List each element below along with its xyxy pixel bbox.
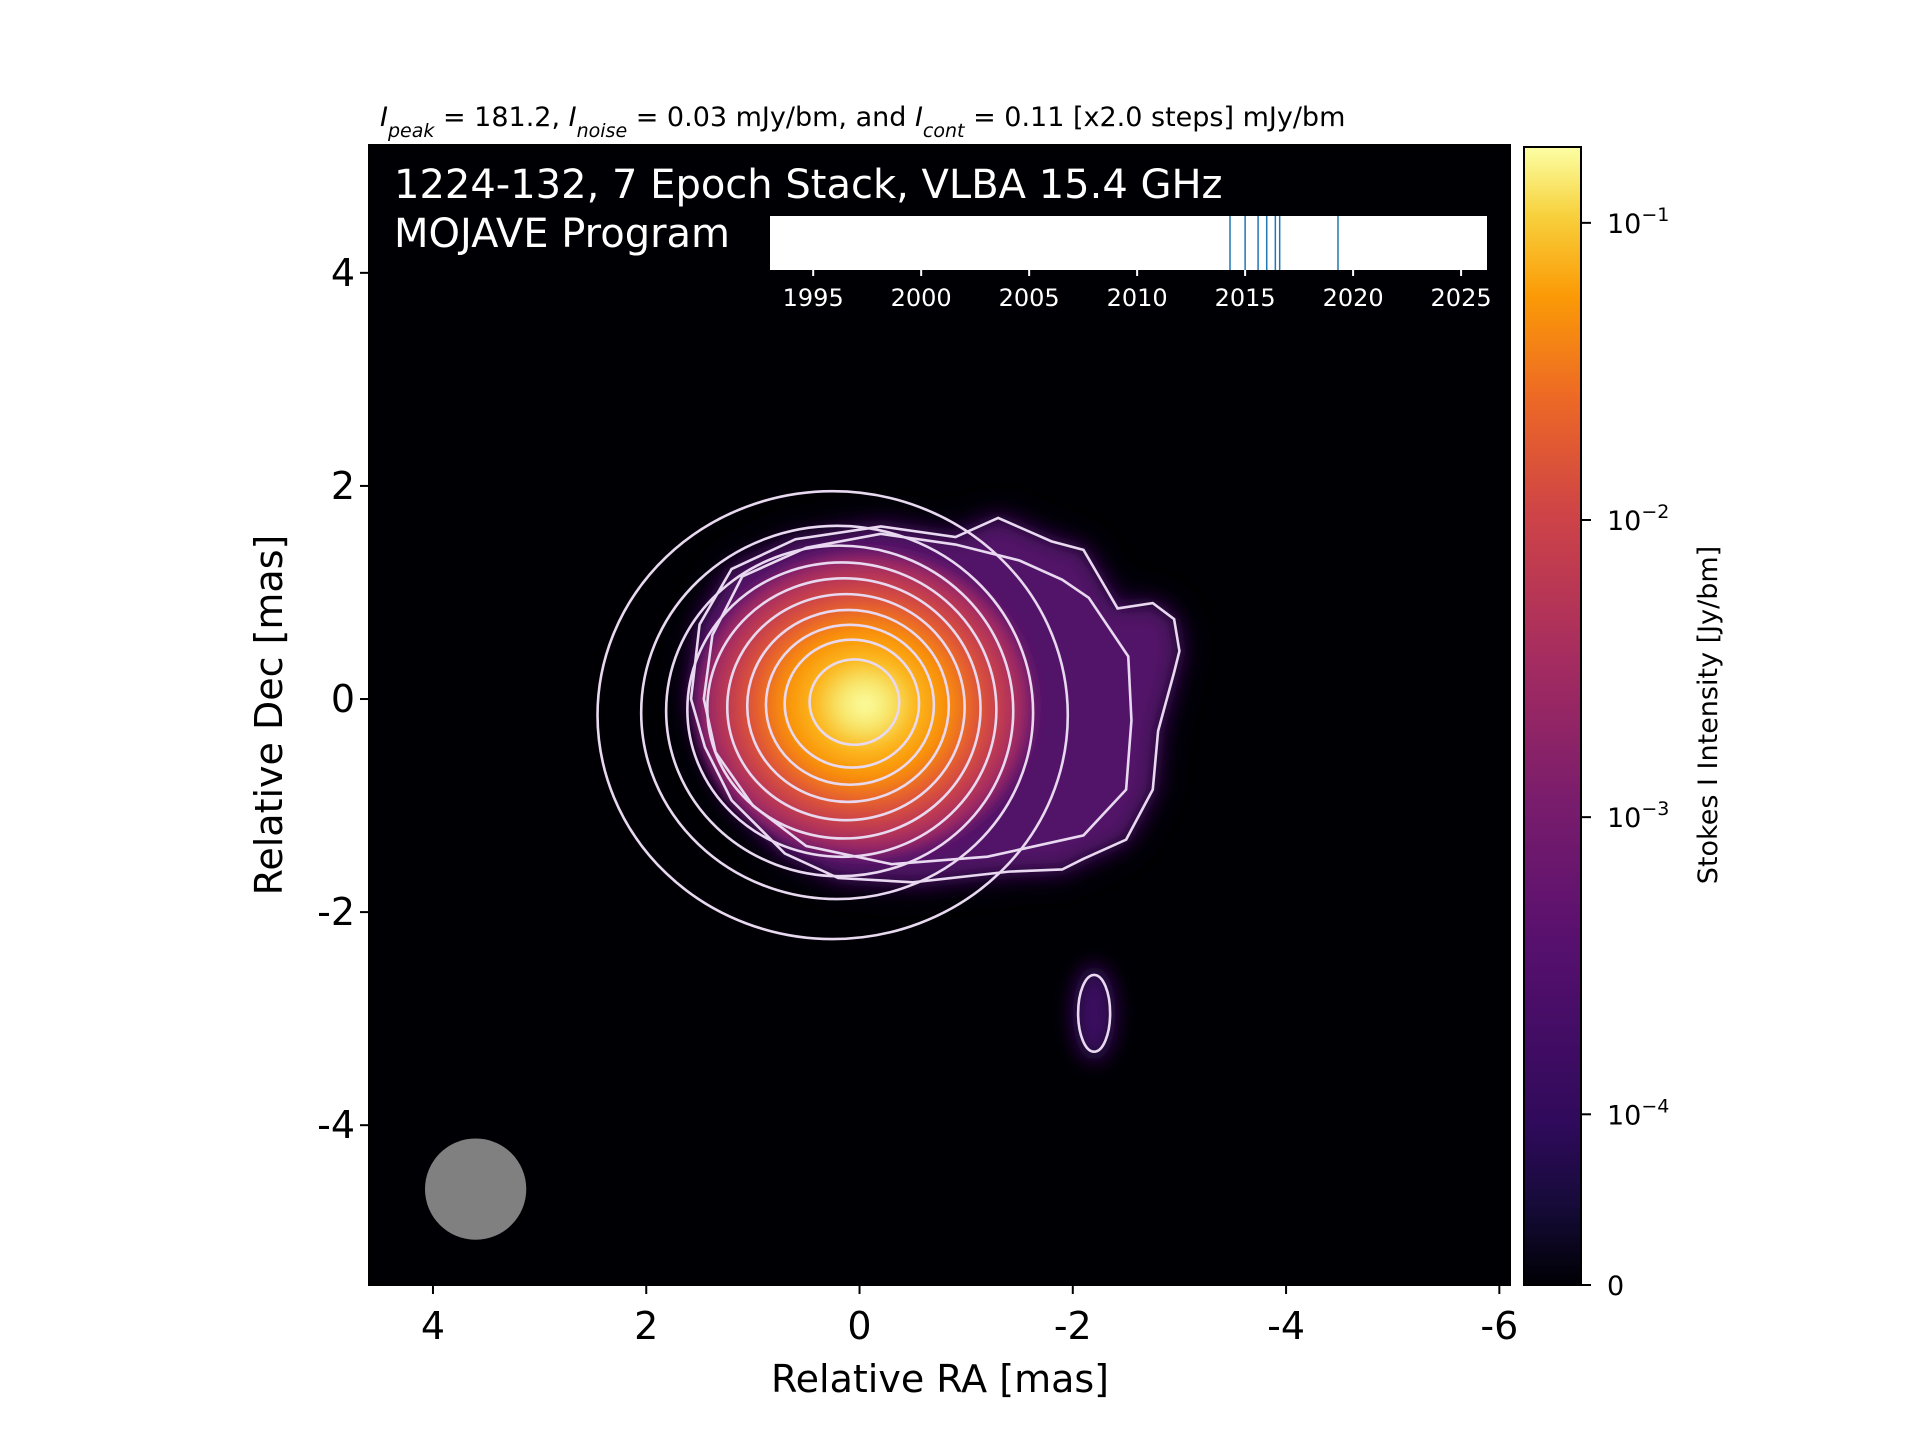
image-axes: 1224-132, 7 Epoch Stack, VLBA 15.4 GHzMO…	[247, 144, 1518, 1401]
annotation-line-0: 1224-132, 7 Epoch Stack, VLBA 15.4 GHz	[394, 162, 1223, 208]
x-axis-label: Relative RA [mas]	[771, 1357, 1109, 1401]
colorbar-tick-exp-2: −3	[1641, 798, 1669, 820]
y-tick-label-0: 4	[331, 251, 355, 295]
y-tick-label-1: 2	[331, 464, 355, 508]
timeline-tick-label-1: 2000	[891, 284, 952, 312]
colorbar-tick-exp-1: −4	[1641, 1095, 1669, 1117]
colorbar-tick-base-2: 10	[1607, 803, 1641, 834]
contour-isolated	[1076, 973, 1112, 1054]
annotation-line-1: MOJAVE Program	[394, 211, 730, 257]
timeline-tick-label-5: 2020	[1323, 284, 1384, 312]
colorbar-tick-label-0: 0	[1607, 1271, 1624, 1302]
y-tick-label-2: 0	[331, 677, 355, 721]
contour-level-5	[725, 592, 966, 822]
x-tick-label-5: -6	[1480, 1304, 1518, 1348]
contour-level-9	[808, 658, 901, 747]
contour-outer	[689, 516, 1181, 884]
title-part-8: = 0.11 [x2.0 steps] mJy/bm	[964, 102, 1345, 133]
x-axis: 4 2 0 -2 -4 -6	[421, 1285, 1518, 1348]
colorbar-tick-exp-3: −2	[1641, 501, 1669, 523]
contour-level-2	[664, 544, 1015, 878]
title-part-4: noise	[577, 120, 628, 142]
y-axis: 4 2 0 -2 -4	[317, 251, 369, 1147]
colorbar-tick-exp-4: −1	[1641, 204, 1669, 226]
colorbar-tick-base-3: 10	[1607, 506, 1641, 537]
title-part-2: = 181.2,	[434, 102, 568, 133]
contour-level-6	[745, 608, 951, 804]
timeline-box	[770, 216, 1487, 270]
title-part-6: I	[915, 102, 923, 133]
contour-level-0	[596, 489, 1070, 941]
colorbar-tick-base-0: 0	[1607, 1271, 1624, 1302]
x-tick-label-3: -2	[1054, 1304, 1092, 1348]
timeline-tick-label-3: 2010	[1107, 284, 1168, 312]
colorbar-label: Stokes I Intensity [Jy/bm]	[1693, 546, 1724, 884]
contour-level-4	[706, 576, 982, 840]
colorbar-tick-label-3: 10−2	[1607, 501, 1669, 537]
colorbar-tick-label-4: 10−1	[1607, 204, 1669, 240]
plot-title: Ipeak = 181.2, Inoise = 0.03 mJy/bm, and…	[380, 102, 1345, 142]
timeline-tick-label-6: 2025	[1431, 284, 1492, 312]
y-tick-label-3: -2	[317, 890, 355, 934]
colorbar-ticks: 010−410−310−210−1	[1581, 204, 1669, 1302]
contour-level-3	[686, 561, 998, 859]
epoch-timeline: 1995 2000 2005 2010 2015 2020 2025	[770, 216, 1492, 312]
isolated-emission	[1072, 965, 1116, 1062]
timeline-tick-label-2: 2005	[999, 284, 1060, 312]
colorbar-tick-base-4: 10	[1607, 209, 1641, 240]
contour-lines	[596, 489, 1181, 1054]
timeline-tick-label-4: 2015	[1215, 284, 1276, 312]
colorbar-tick-label-2: 10−3	[1607, 798, 1669, 834]
title-part-7: cont	[923, 120, 966, 142]
timeline-tick-label-0: 1995	[783, 284, 844, 312]
x-tick-label-0: 4	[421, 1304, 445, 1348]
title-part-5: = 0.03 mJy/bm, and	[627, 102, 915, 133]
beam-ellipse	[424, 1138, 527, 1240]
contour-level-8	[783, 638, 921, 769]
x-tick-label-1: 2	[634, 1304, 658, 1348]
title-part-3: I	[569, 102, 577, 133]
y-axis-label: Relative Dec [mas]	[247, 535, 291, 896]
colorbar-tick-label-1: 10−4	[1607, 1095, 1669, 1131]
x-tick-label-2: 0	[847, 1304, 871, 1348]
beam-circle	[424, 1138, 527, 1240]
colorbar-tick-base-1: 10	[1607, 1100, 1641, 1131]
axes-frame	[368, 144, 1511, 1286]
x-tick-label-4: -4	[1267, 1304, 1305, 1348]
colorbar: 010−410−310−210−1 Stokes I Intensity [Jy…	[1523, 146, 1724, 1302]
y-tick-label-4: -4	[317, 1103, 355, 1147]
source-annotation: 1224-132, 7 Epoch Stack, VLBA 15.4 GHzMO…	[394, 162, 1223, 257]
title-part-0: I	[380, 102, 388, 133]
title-part-1: peak	[387, 120, 435, 142]
contour-level-7	[764, 623, 936, 787]
contour-level-1	[639, 524, 1035, 901]
colorbar-fill	[1523, 146, 1582, 1286]
